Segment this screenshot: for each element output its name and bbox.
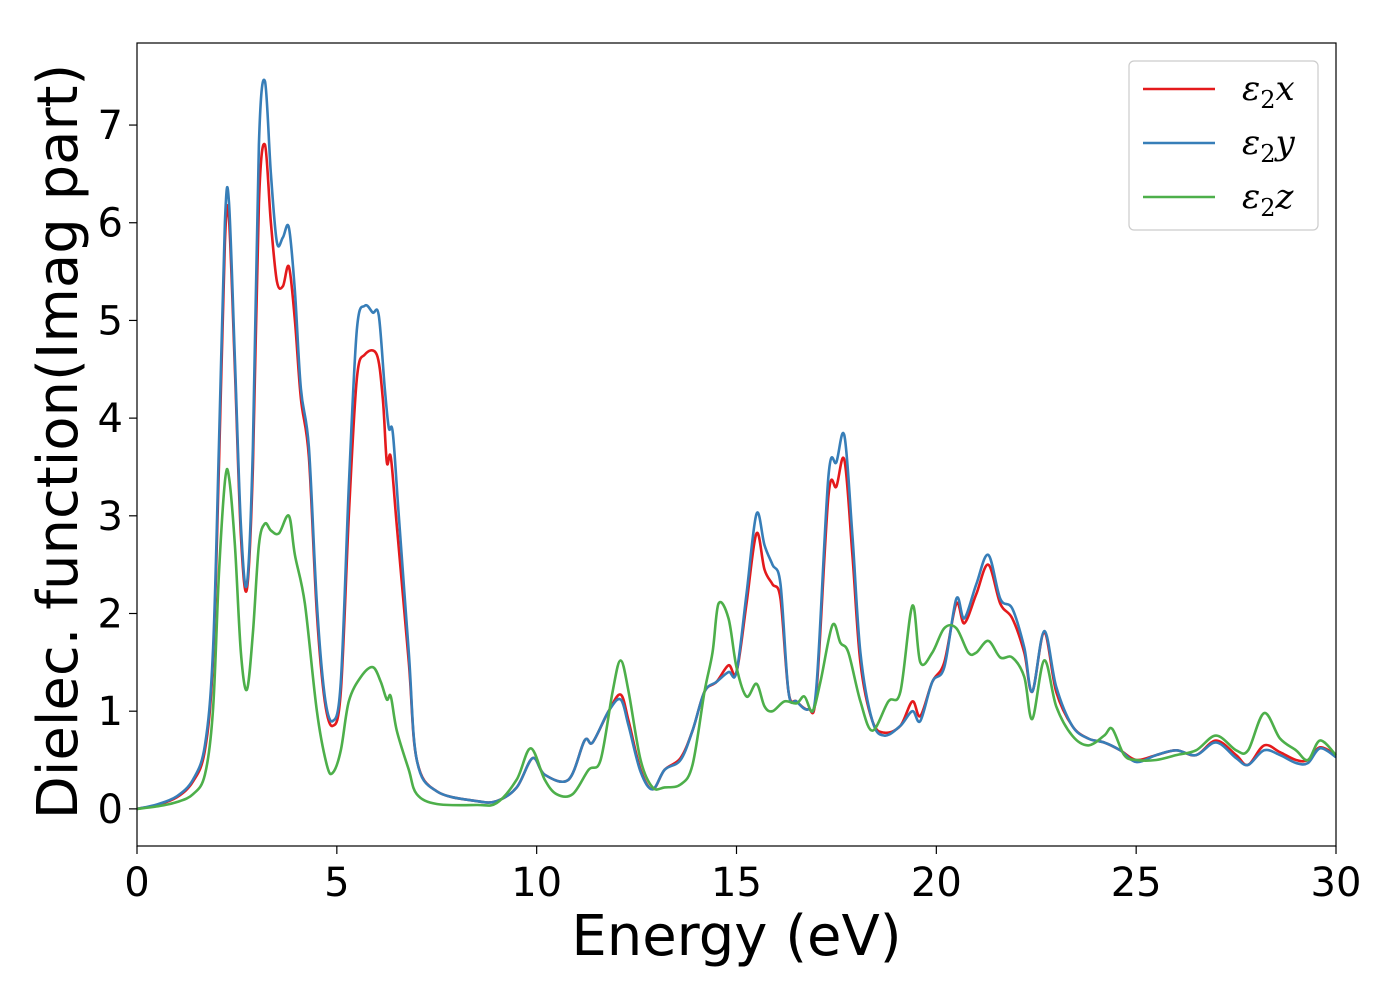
x-tick-label: 0 bbox=[124, 860, 149, 906]
y-tick-label: 7 bbox=[98, 103, 123, 149]
y-tick-label: 1 bbox=[98, 689, 123, 735]
x-tick-label: 30 bbox=[1311, 860, 1362, 906]
x-tick-label: 25 bbox=[1111, 860, 1162, 906]
series-line-y bbox=[136, 78, 1337, 811]
y-tick-label: 6 bbox=[98, 201, 123, 247]
x-axis-title: Energy (eV) bbox=[571, 904, 901, 969]
series-line-z bbox=[136, 467, 1337, 811]
x-tick-label: 15 bbox=[711, 860, 762, 906]
legend: ε2x ε2y ε2z bbox=[1128, 60, 1319, 231]
x-tick-label: 20 bbox=[911, 860, 962, 906]
legend-label: ε2y bbox=[1242, 123, 1296, 168]
legend-box bbox=[1128, 60, 1319, 231]
legend-label: ε2z bbox=[1242, 177, 1295, 222]
legend-label: ε2x bbox=[1242, 69, 1295, 114]
y-tick-label: 4 bbox=[98, 396, 123, 442]
y-tick-label: 3 bbox=[98, 494, 123, 540]
y-tick-label: 2 bbox=[98, 592, 123, 638]
ticks-layer: 0 5 10 15 20 25 30 0 1 2 3 4 5 6 7 bbox=[98, 103, 1362, 906]
x-tick-label: 5 bbox=[324, 860, 349, 906]
y-tick-label: 5 bbox=[98, 298, 123, 344]
series-layer bbox=[136, 78, 1337, 811]
y-axis-title: Dielec. function(Imag part) bbox=[26, 64, 91, 820]
x-tick-label: 10 bbox=[511, 860, 562, 906]
y-tick-label: 0 bbox=[98, 787, 123, 833]
